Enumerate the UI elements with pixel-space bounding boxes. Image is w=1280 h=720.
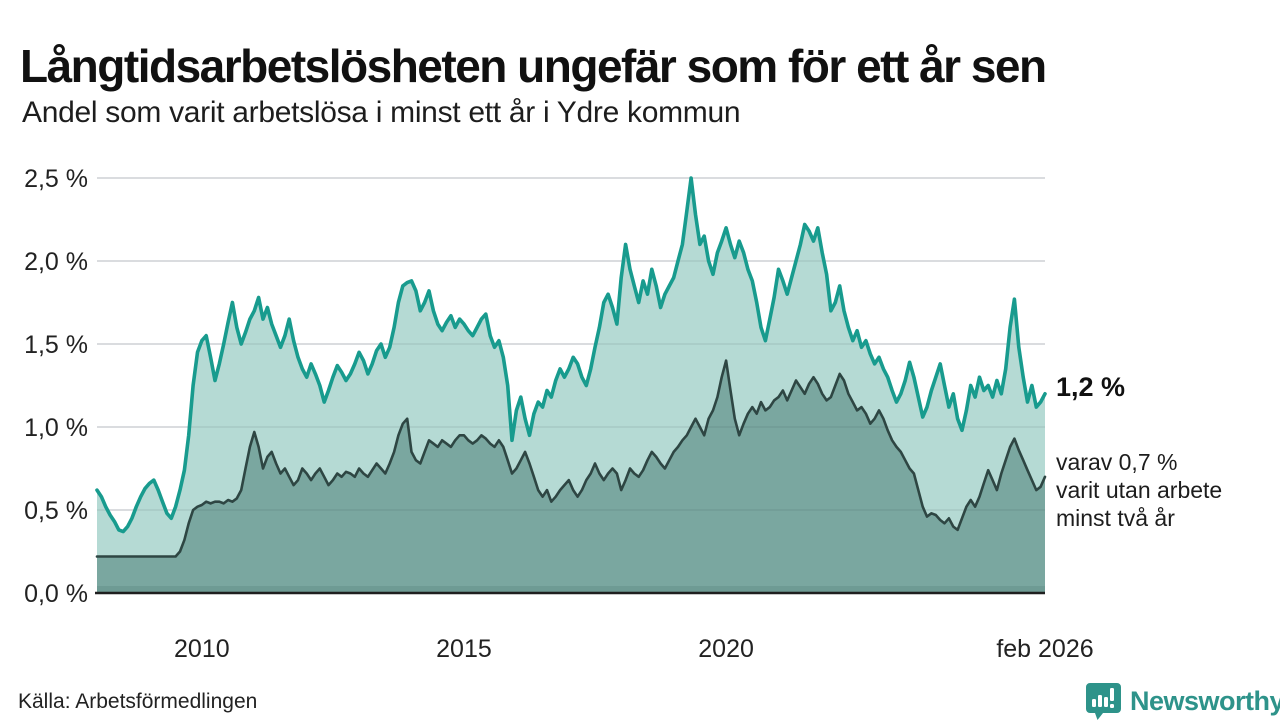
x-axis-tick-labels: 2010 2015 2020 feb 2026 [174, 635, 1094, 663]
x-tick-label: 2010 [174, 635, 230, 663]
y-tick-label: 2,5 % [24, 165, 88, 193]
series-lines [95, 176, 1047, 558]
total-series-line [95, 176, 1047, 534]
x-tick-label: 2015 [436, 635, 492, 663]
y-tick-label: 1,0 % [24, 414, 88, 442]
newsworthy-logo: Newsworthy [1085, 681, 1280, 720]
y-tick-label: 0,5 % [24, 497, 88, 525]
series-areas [97, 178, 1045, 593]
y-axis-tick-labels: 0,0 % 0,5 % 1,0 % 1,5 % 2,0 % 2,5 % [24, 165, 88, 608]
y-tick-label: 2,0 % [24, 248, 88, 276]
baseline-shade-strip [97, 586, 1045, 593]
end-value-label: 1,2 % [1056, 372, 1126, 402]
bar-chart-glyph [1092, 688, 1114, 708]
two-year-series-line [95, 359, 1047, 558]
page-title: Långtidsarbetslösheten ungefär som för e… [20, 39, 1047, 92]
two-year-unemployment-area [97, 360, 1045, 593]
chart-subtitle: Andel som varit arbetslösa i minst ett å… [22, 96, 741, 129]
y-tick-label: 1,5 % [24, 331, 88, 359]
source-attribution: Källa: Arbetsförmedlingen [18, 690, 258, 713]
speech-bubble-shape [1086, 683, 1121, 720]
newsworthy-chart-bubble-icon [1086, 683, 1121, 720]
secondary-annotation-line: minst två år [1056, 505, 1175, 531]
x-tick-label: 2020 [698, 635, 754, 663]
brand-name: Newsworthy [1130, 685, 1280, 716]
x-tick-label: feb 2026 [996, 635, 1093, 663]
secondary-annotation-line: varit utan arbete [1056, 477, 1223, 503]
secondary-annotation-line: varav 0,7 % [1056, 449, 1178, 475]
secondary-end-annotation: varav 0,7 % varit utan arbete minst två … [1056, 448, 1222, 532]
y-tick-label: 0,0 % [24, 580, 88, 608]
